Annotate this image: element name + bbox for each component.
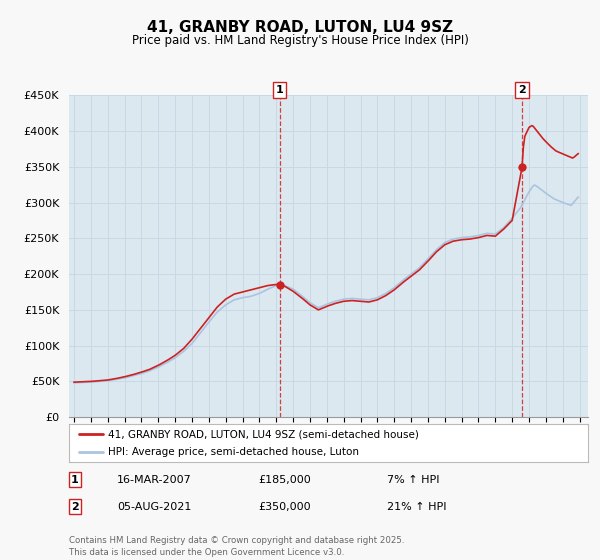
- Text: £185,000: £185,000: [258, 475, 311, 485]
- Text: 1: 1: [71, 475, 79, 485]
- Text: Contains HM Land Registry data © Crown copyright and database right 2025.
This d: Contains HM Land Registry data © Crown c…: [69, 536, 404, 557]
- Text: 2: 2: [71, 502, 79, 512]
- Text: HPI: Average price, semi-detached house, Luton: HPI: Average price, semi-detached house,…: [108, 447, 359, 458]
- Text: £350,000: £350,000: [258, 502, 311, 512]
- Text: 21% ↑ HPI: 21% ↑ HPI: [387, 502, 446, 512]
- Text: 7% ↑ HPI: 7% ↑ HPI: [387, 475, 439, 485]
- Text: 16-MAR-2007: 16-MAR-2007: [117, 475, 192, 485]
- Text: 41, GRANBY ROAD, LUTON, LU4 9SZ: 41, GRANBY ROAD, LUTON, LU4 9SZ: [147, 20, 453, 35]
- Text: 1: 1: [276, 85, 284, 95]
- Text: Price paid vs. HM Land Registry's House Price Index (HPI): Price paid vs. HM Land Registry's House …: [131, 34, 469, 46]
- Text: 05-AUG-2021: 05-AUG-2021: [117, 502, 191, 512]
- Text: 2: 2: [518, 85, 526, 95]
- Text: 41, GRANBY ROAD, LUTON, LU4 9SZ (semi-detached house): 41, GRANBY ROAD, LUTON, LU4 9SZ (semi-de…: [108, 429, 419, 439]
